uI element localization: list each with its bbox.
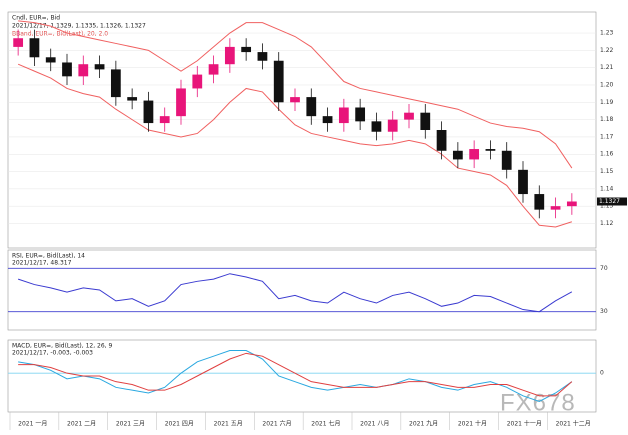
- candle-body: [518, 169, 528, 195]
- candle-body: [13, 38, 24, 47]
- x-tick-label: 2021 一月: [18, 421, 47, 428]
- candle-body: [127, 97, 138, 101]
- y-tick-label: 1.20: [600, 81, 614, 88]
- candle-body: [338, 107, 349, 124]
- candle-body: [550, 206, 561, 210]
- x-tick-label: 2021 二月: [67, 421, 96, 428]
- y-tick-label: 1.12: [600, 220, 614, 227]
- candle-body: [469, 149, 480, 160]
- candle-body: [355, 107, 366, 122]
- line-series: [18, 350, 573, 403]
- candle-body: [371, 121, 382, 132]
- candle-body: [62, 62, 72, 77]
- chart-title: MACD, EUR=, Bid(Last), 12, 26, 9: [12, 343, 112, 350]
- candle-body: [176, 88, 186, 117]
- candle-body: [159, 116, 170, 124]
- y-tick-label: 1.21: [600, 64, 614, 71]
- candle-body: [436, 130, 447, 151]
- candle-body: [420, 112, 431, 130]
- candle-body: [224, 46, 235, 65]
- y-tick-label: 1.16: [600, 151, 614, 158]
- panel-frame: [7, 339, 597, 413]
- candle-body: [110, 69, 121, 98]
- y-tick-label: 1.18: [600, 116, 614, 123]
- candle-body: [501, 150, 512, 170]
- candle-body: [290, 97, 300, 103]
- line-series: [17, 273, 573, 313]
- candle-body: [387, 119, 398, 132]
- y-tick-label: 70: [600, 265, 608, 272]
- candle-body: [241, 46, 252, 53]
- x-tick-label: 2021 四月: [165, 421, 194, 428]
- chart-title: Cndl, EUR=, Bid: [12, 15, 60, 22]
- price-tag-label: 1.1327: [599, 198, 620, 205]
- candle-body: [208, 64, 219, 75]
- y-tick-label: 1.15: [600, 168, 614, 175]
- watermark: FX678: [500, 389, 576, 416]
- panel-frame: [7, 249, 597, 331]
- candle-body: [78, 64, 89, 77]
- candle-body: [534, 194, 545, 210]
- y-tick-label: 1.19: [600, 99, 614, 106]
- candle-body: [192, 74, 203, 89]
- candle-body: [273, 60, 284, 103]
- x-tick-label: 2021 十二月: [556, 420, 591, 428]
- y-tick-label: 1.22: [600, 47, 614, 54]
- line-series: [18, 20, 573, 169]
- price-tag: [597, 197, 627, 206]
- y-tick-label: 1.17: [600, 133, 614, 140]
- candle-body: [257, 52, 268, 61]
- candle-body: [143, 100, 154, 124]
- candle-body: [452, 150, 463, 160]
- panel-frame: [7, 11, 597, 249]
- chart-subtitle: 2021/12/17, -0.003, -0.003: [12, 350, 93, 357]
- x-tick-label: 2021 九月: [409, 420, 438, 428]
- y-tick-label: 1.23: [600, 30, 614, 37]
- bands-title: BBand, EUR=, Bid(Last), 20, 2.0: [12, 31, 108, 38]
- chart-subtitle: 2021/12/17, 1.1329, 1.1335, 1.1326, 1.13…: [12, 23, 146, 30]
- candle-body: [29, 38, 40, 58]
- y-tick-label: 30: [600, 308, 608, 315]
- x-tick-label: 2021 五月: [214, 421, 243, 428]
- x-tick-label: 2021 八月: [360, 421, 389, 428]
- candle-body: [566, 201, 577, 207]
- candle-body: [45, 57, 56, 63]
- x-tick-label: 2021 十一月: [507, 420, 542, 428]
- candle-body: [94, 64, 105, 70]
- y-tick-label: 0: [600, 370, 604, 377]
- candle-body: [306, 97, 317, 117]
- candle-body: [322, 116, 333, 124]
- y-tick-label: 1.13: [600, 203, 614, 210]
- x-tick-label: 2021 七月: [311, 420, 340, 428]
- chart-title: RSI, EUR=, Bid(Last), 14: [12, 253, 85, 260]
- candle-body: [404, 112, 414, 120]
- y-tick-label: 1.14: [600, 185, 614, 192]
- x-tick-label: 2021 三月: [116, 421, 145, 428]
- chart-subtitle: 2021/12/17, 48.317: [12, 260, 72, 267]
- x-tick-label: 2021 六月: [262, 420, 291, 428]
- line-series: [17, 63, 573, 228]
- line-series: [18, 352, 573, 397]
- x-tick-label: 2021 十月: [458, 420, 487, 428]
- candle-body: [485, 149, 496, 151]
